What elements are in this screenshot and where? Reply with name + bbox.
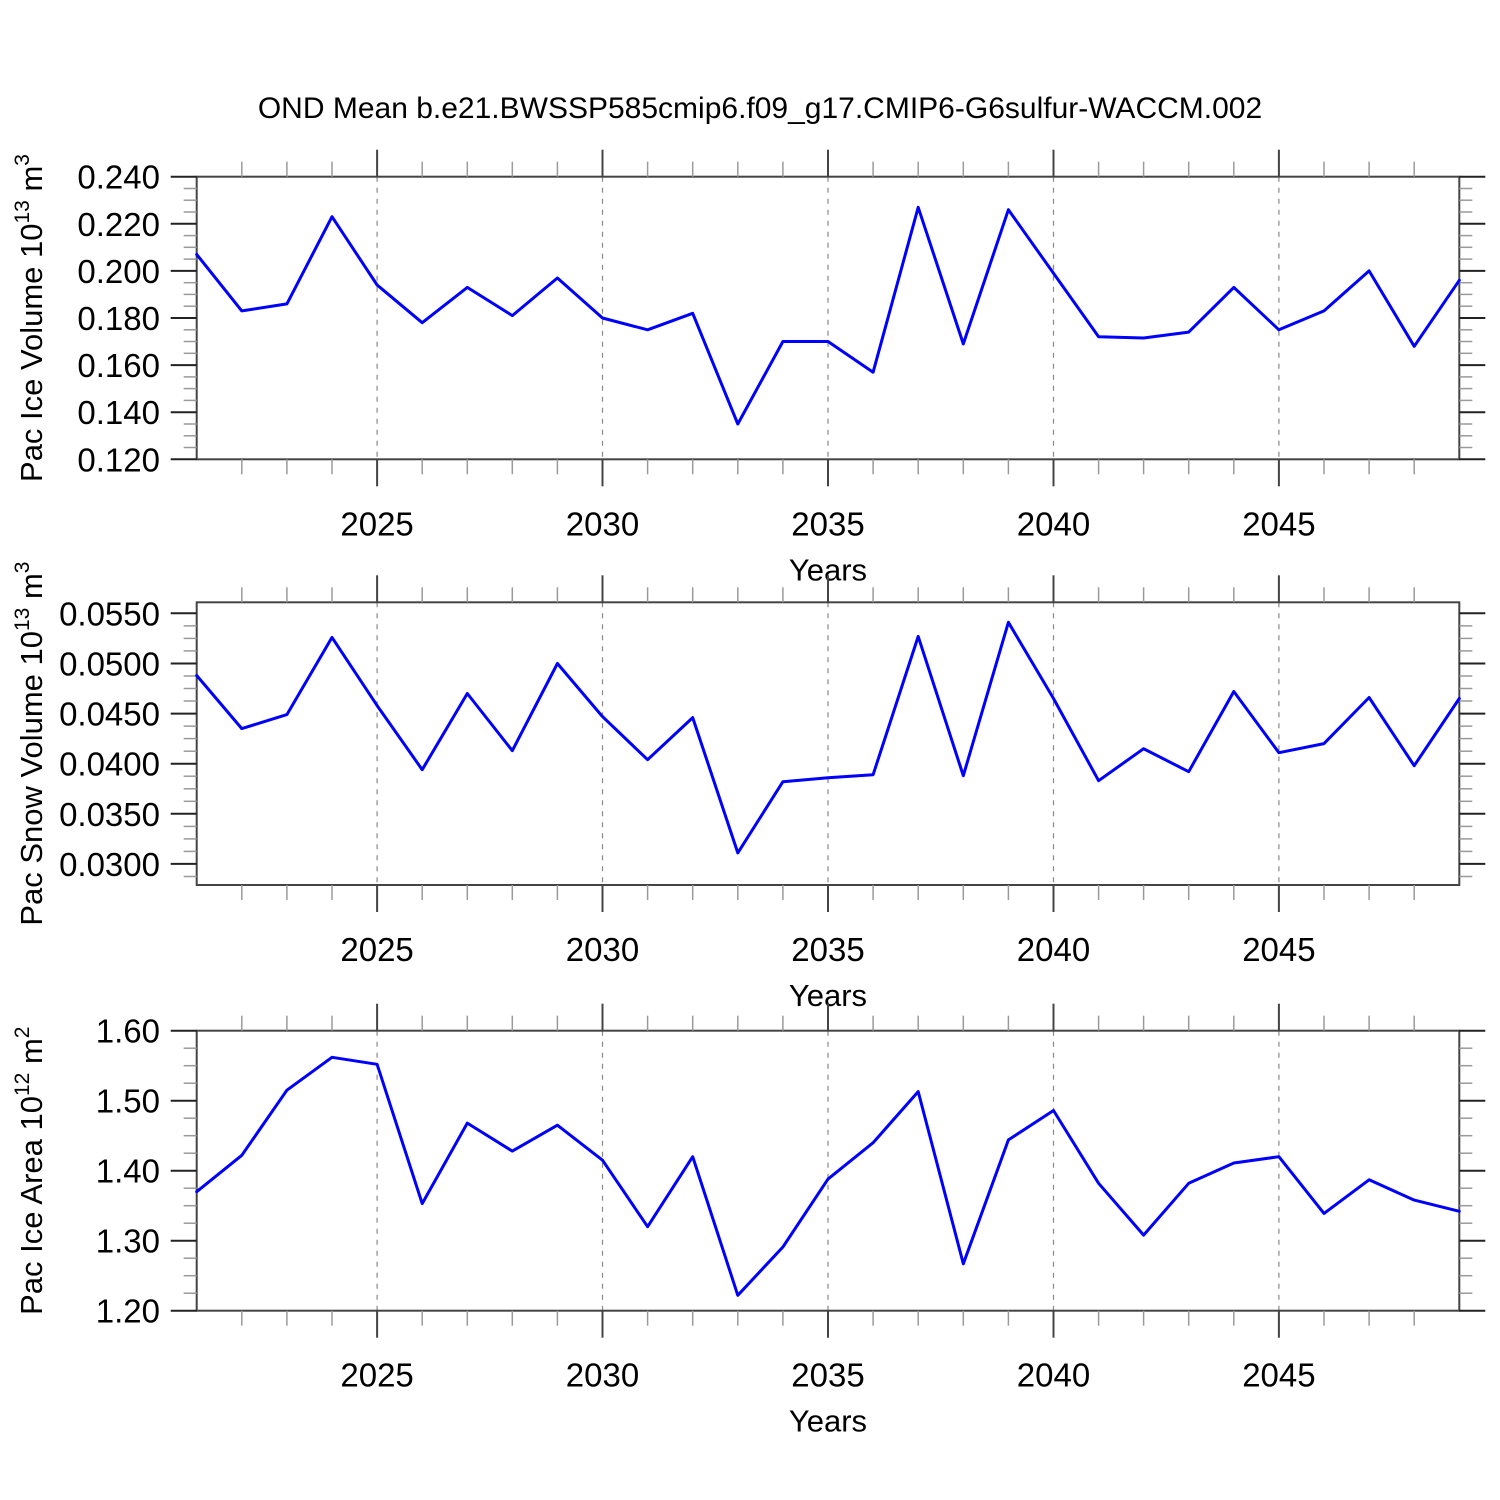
x-tick-label: 2045 xyxy=(1242,931,1315,968)
gridlines xyxy=(376,602,1280,885)
chart-pac-snow-volume: 0.0550 0.0500 0.0450 0.0400 0.0350 0.0300 2025… xyxy=(11,562,1486,1013)
x-tick-label: 2045 xyxy=(1242,505,1315,542)
x-tick-label: 2030 xyxy=(566,505,639,542)
y-tick-label: 1.40 xyxy=(96,1153,160,1190)
figure-title: OND Mean b.e21.BWSSP585cmip6.f09_g17.CMI… xyxy=(257,92,1263,125)
y-tick-labels: 0.240 0.220 0.200 0.180 0.160 0.140 0.120 xyxy=(77,159,160,479)
x-tick-label: 2035 xyxy=(791,505,864,542)
y-tick-label: 1.50 xyxy=(96,1083,160,1120)
y-tick-label: 0.0400 xyxy=(59,746,160,783)
x-tick-label: 2030 xyxy=(566,1357,639,1394)
y-axis-title: Pac Snow Volume 1013 m3 xyxy=(11,562,49,926)
gridlines xyxy=(376,176,1280,460)
gridlines xyxy=(376,1030,1280,1311)
x-axis-title: Years xyxy=(789,1404,867,1439)
y-tick-label: 0.200 xyxy=(77,253,160,290)
x-tick-labels: 2025 2030 2035 2040 2045 xyxy=(340,1357,1315,1394)
y-tick-labels: 0.0550 0.0500 0.0450 0.0400 0.0350 0.0300 xyxy=(59,595,160,883)
y-tick-labels: 1.60 1.50 1.40 1.30 1.20 xyxy=(96,1013,160,1330)
y-tick-label: 1.30 xyxy=(96,1223,160,1260)
x-tick-label: 2040 xyxy=(1017,1357,1090,1394)
y-tick-label: 0.0450 xyxy=(59,696,160,733)
y-tick-label: 0.0500 xyxy=(59,646,160,683)
x-axis-ticks xyxy=(241,149,1415,487)
x-tick-label: 2045 xyxy=(1242,1357,1315,1394)
y-tick-label: 0.180 xyxy=(77,300,160,337)
x-tick-label: 2025 xyxy=(340,505,413,542)
x-tick-label: 2025 xyxy=(340,931,413,968)
x-tick-label: 2035 xyxy=(791,1357,864,1394)
x-axis-ticks xyxy=(241,1003,1415,1338)
y-tick-label: 1.20 xyxy=(96,1293,160,1330)
series-line xyxy=(195,205,1461,426)
y-axis-ticks xyxy=(170,1029,1486,1312)
y-tick-label: 0.140 xyxy=(77,394,160,431)
x-tick-label: 2025 xyxy=(340,1357,413,1394)
x-tick-labels: 2025 2030 2035 2040 2045 xyxy=(340,931,1315,968)
y-axis-title: Pac Ice Volume 1013 m3 xyxy=(11,154,49,482)
y-tick-label: 0.120 xyxy=(77,441,160,478)
series-line xyxy=(195,1055,1461,1297)
y-axis-ticks xyxy=(170,612,1486,878)
y-axis-ticks xyxy=(170,175,1486,461)
y-tick-label: 0.0550 xyxy=(59,595,160,632)
y-tick-label: 0.220 xyxy=(77,206,160,243)
x-tick-label: 2040 xyxy=(1017,931,1090,968)
x-tick-label: 2030 xyxy=(566,931,639,968)
x-tick-labels: 2025 2030 2035 2040 2045 xyxy=(340,505,1315,542)
y-tick-label: 0.0300 xyxy=(59,846,160,883)
y-axis-title: Pac Ice Area 1012 m2 xyxy=(11,1027,49,1315)
y-tick-label: 0.0350 xyxy=(59,796,160,833)
x-axis-ticks xyxy=(241,575,1415,912)
x-tick-label: 2040 xyxy=(1017,505,1090,542)
y-tick-label: 0.160 xyxy=(77,347,160,384)
x-tick-label: 2035 xyxy=(791,931,864,968)
series-line xyxy=(195,620,1461,855)
y-tick-label: 0.240 xyxy=(77,159,160,196)
y-tick-label: 1.60 xyxy=(96,1013,160,1050)
chart-pac-ice-area: 1.60 1.50 1.40 1.30 1.20 2025 2030 2035 2040 2045… xyxy=(11,1003,1486,1439)
